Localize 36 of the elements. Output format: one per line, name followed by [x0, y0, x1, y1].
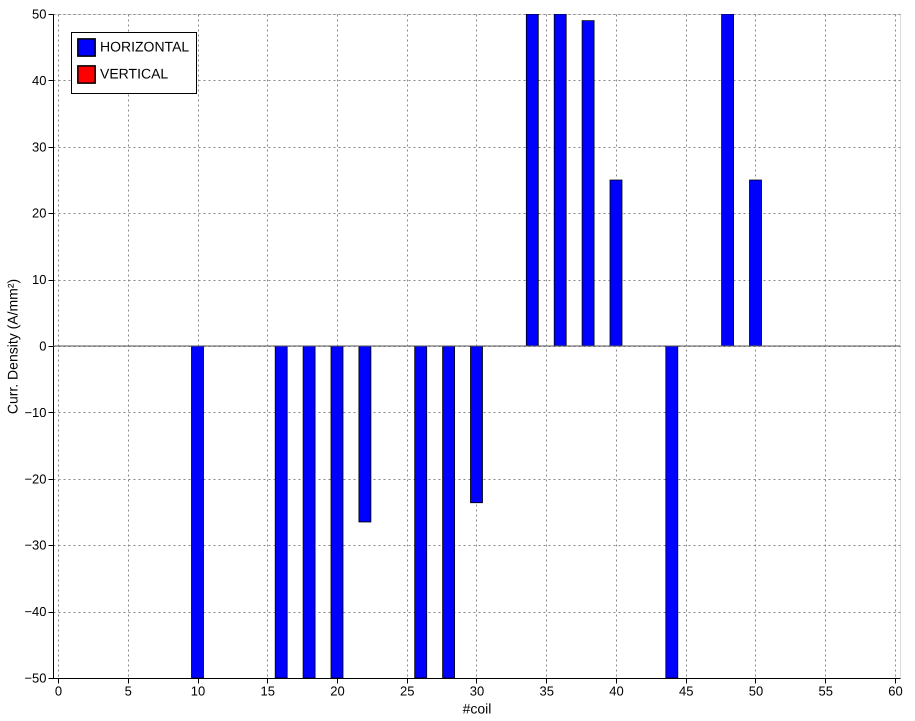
x-tick-label: 15 — [260, 684, 275, 698]
bar — [610, 180, 622, 346]
y-tick-label: −50 — [24, 670, 46, 686]
x-axis-title: #coil — [462, 700, 492, 716]
x-tick-label: 45 — [679, 684, 694, 698]
bar — [358, 346, 372, 522]
y-tick-label: −40 — [24, 604, 46, 620]
y-tick-label: 30 — [32, 139, 46, 154]
x-tick-label: 35 — [540, 684, 554, 698]
x-tick-label: 25 — [400, 684, 414, 698]
bar — [582, 20, 594, 346]
bar — [470, 346, 483, 504]
legend-label: VERTICAL — [100, 66, 168, 82]
y-tick-label: −10 — [24, 404, 46, 420]
y-tick-label: 40 — [32, 72, 46, 88]
bar — [526, 14, 539, 346]
x-tick-label: 20 — [330, 684, 345, 698]
bar — [721, 14, 734, 346]
y-tick-label: 10 — [32, 272, 46, 288]
y-tick-label: 0 — [39, 338, 46, 354]
x-tick-label: 40 — [609, 684, 624, 698]
x-tick-label: 55 — [818, 684, 833, 698]
y-tick-label: 50 — [32, 6, 46, 22]
y-tick-label: 20 — [32, 206, 46, 221]
y-tick-label: −30 — [24, 538, 46, 553]
x-tick-label: 10 — [190, 684, 206, 698]
y-tick-label: −20 — [24, 471, 46, 486]
x-tick-label: 60 — [888, 684, 903, 698]
y-axis-title: Curr. Density (A/mm²) — [4, 278, 20, 414]
bar — [554, 14, 567, 346]
x-tick-label: 0 — [54, 684, 62, 698]
legend-label: HORIZONTAL — [100, 38, 190, 54]
x-tick-label: 50 — [748, 684, 764, 698]
x-tick-label: 30 — [470, 684, 484, 698]
bar — [749, 180, 762, 346]
x-tick-label: 5 — [124, 684, 132, 698]
